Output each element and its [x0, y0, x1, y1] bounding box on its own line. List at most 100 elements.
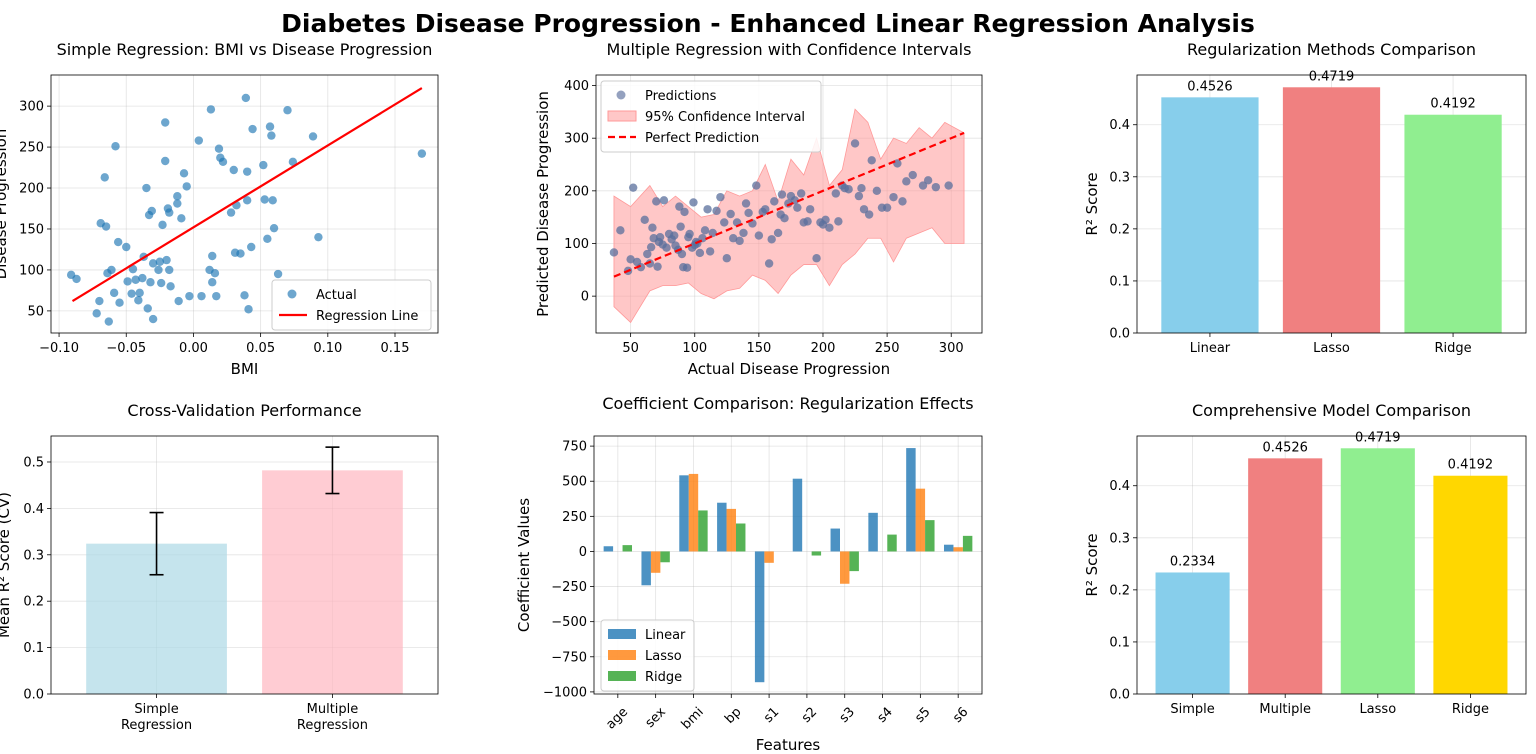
data-point [712, 206, 721, 216]
data-point [259, 160, 268, 170]
y-tick-label: 0.2 [23, 595, 44, 610]
data-point [173, 199, 182, 208]
bar [1248, 458, 1323, 694]
data-point [226, 208, 236, 217]
bar-lasso [953, 547, 963, 552]
bar-linear [679, 475, 689, 552]
data-point [267, 131, 276, 140]
x-tick-label-line: Ridge [1452, 702, 1489, 717]
legend-marker [287, 289, 297, 299]
legend-box [600, 80, 822, 153]
x-tick-label: Linear [1190, 341, 1231, 356]
bar-value-label: 0.4719 [1309, 69, 1355, 84]
data-point [703, 205, 712, 214]
axes-frame [593, 435, 983, 695]
data-point [643, 249, 652, 259]
data-point [722, 254, 732, 263]
bar-linear [641, 551, 651, 586]
data-point [161, 156, 170, 166]
data-point [142, 183, 151, 193]
bar-ridge [622, 545, 633, 552]
data-point [645, 259, 655, 268]
data-point [761, 205, 770, 214]
legend-patch [607, 110, 637, 122]
y-tick-label: 400 [564, 79, 589, 94]
bar-ridge [925, 520, 935, 552]
bar-linear [943, 544, 954, 552]
data-point [165, 208, 174, 217]
bar-linear [603, 546, 614, 552]
x-tick-label: s3 [837, 705, 858, 726]
y-tick-label: 0.2 [1109, 222, 1130, 237]
x-tick-label: 100 [682, 341, 707, 356]
x-tick-label: 50 [622, 341, 639, 356]
regression-line [71, 87, 423, 302]
data-point [100, 173, 109, 182]
bar-value-label: 0.4526 [1187, 79, 1233, 94]
data-point [242, 196, 252, 205]
data-point [773, 228, 783, 238]
data-point [147, 206, 156, 216]
data-point [206, 105, 216, 114]
chart-cv: Cross-Validation Performance 0.0 0.1 0.2 0.3… [0, 401, 439, 733]
x-tick-label: bmi [679, 705, 707, 733]
bar-ridge [887, 534, 897, 552]
x-tick-label-line: Simple [134, 702, 178, 717]
data-point [154, 265, 163, 275]
axes-frame [50, 74, 439, 334]
chart-title: Cross-Validation Performance [127, 401, 361, 420]
x-tick-label: Lasso [1359, 702, 1396, 717]
chart-title: Simple Regression: BMI vs Disease Progre… [57, 40, 433, 59]
legend-label: Regression Line [316, 309, 418, 324]
bar-value-label: 0.4192 [1448, 458, 1494, 473]
data-point [716, 192, 725, 202]
data-point [122, 242, 131, 252]
data-point [735, 236, 744, 246]
data-point [107, 265, 116, 275]
x-tick-label: s4 [875, 705, 896, 726]
data-point [123, 277, 132, 286]
data-point [659, 196, 669, 205]
data-point [269, 223, 279, 233]
x-tick-label: 300 [939, 341, 964, 356]
axes-frame [50, 435, 439, 695]
y-tick-label: 200 [564, 184, 589, 199]
data-point [244, 305, 253, 314]
x-tick-label: s2 [799, 705, 820, 726]
legend-label: Actual [316, 288, 357, 303]
y-tick-label: 0.1 [23, 641, 44, 656]
data-point [784, 199, 793, 208]
data-point [739, 228, 748, 238]
data-point [609, 248, 619, 257]
x-tick-label: Lasso [1313, 341, 1350, 356]
y-tick-label: 0.4 [23, 502, 44, 517]
data-point [210, 269, 220, 278]
y-tick-label: 250 [19, 141, 44, 156]
chart-title: Comprehensive Model Comparison [1192, 401, 1471, 420]
data-point [636, 262, 646, 272]
x-tick-label-line: Regression [297, 718, 368, 733]
data-point [825, 223, 834, 232]
data-point [179, 169, 189, 178]
data-point [729, 234, 738, 243]
data-point [134, 296, 143, 305]
data-point [113, 237, 123, 247]
chart-regularization: Regularization Methods Comparison 0.0 0.1 0… [1083, 40, 1527, 356]
data-point [918, 181, 928, 190]
data-point [240, 291, 249, 300]
data-point [268, 196, 277, 205]
chart-title: Coefficient Comparison: Regularization E… [602, 394, 973, 413]
data-point [700, 226, 710, 235]
x-tick-label-line: Multiple [307, 702, 359, 717]
y-tick-label: 300 [564, 132, 589, 147]
bar-lasso [764, 551, 774, 563]
x-tick-label: age [603, 705, 631, 733]
perfect-prediction-line [613, 131, 965, 278]
bar-lasso [839, 551, 850, 584]
data-point [893, 159, 902, 168]
data-point [831, 189, 841, 198]
y-axis-label: Mean R² Score (CV) [0, 492, 13, 638]
y-tick-label: 0.0 [1109, 327, 1130, 342]
data-point [197, 291, 206, 301]
data-point [616, 226, 625, 235]
